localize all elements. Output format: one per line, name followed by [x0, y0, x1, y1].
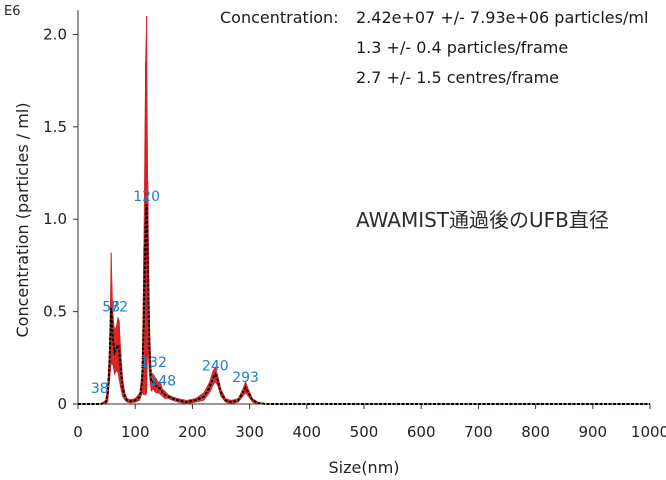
x-tick-label: 500 [350, 423, 379, 441]
data-series [78, 15, 650, 405]
mean-line [78, 204, 650, 405]
x-axis-title: Size(nm) [328, 458, 399, 477]
x-tick-label: 400 [292, 423, 321, 441]
y-tick-label: 1.5 [43, 118, 67, 136]
x-tick-label: 900 [578, 423, 607, 441]
error-band [78, 15, 650, 405]
x-tick-label: 800 [521, 423, 550, 441]
x-tick-label: 300 [235, 423, 264, 441]
peak-label: 38 [91, 381, 109, 397]
x-tick-label: 700 [464, 423, 493, 441]
peak-label: 58 [102, 300, 120, 316]
x-tick-label: 600 [407, 423, 436, 441]
x-tick-label: 100 [121, 423, 150, 441]
particles-per-frame: 1.3 +/- 0.4 particles/frame [356, 38, 569, 57]
concentration-label: Concentration: [220, 8, 339, 27]
y-tick-label: 0.5 [43, 303, 67, 321]
peak-label: 293 [232, 370, 259, 386]
y-exponent-label: E6 [4, 4, 21, 19]
x-tick-label: 1000 [631, 423, 666, 441]
x-tick-label: 200 [178, 423, 207, 441]
centres-per-frame: 2.7 +/- 1.5 centres/frame [356, 68, 560, 87]
sample-annotation: AWAMIST通過後のUFB直径 [356, 208, 609, 232]
y-tick-label: 2.0 [43, 25, 67, 43]
peak-label: 132 [140, 355, 167, 371]
y-axis-title: Concentration (particles / ml) [13, 102, 32, 337]
peak-label: 120 [133, 189, 160, 205]
peak-label: 240 [202, 359, 229, 375]
y-tick-label: 0 [57, 395, 67, 413]
axes: 0 100 200 300 400 500 600 700 800 900 1000 0 0.5 1.0 1… [13, 10, 666, 477]
peak-label: 148 [149, 374, 176, 390]
concentration-value: 2.42e+07 +/- 7.93e+06 particles/ml [356, 8, 649, 27]
y-tick-label: 1.0 [43, 210, 67, 228]
x-tick-label: 0 [73, 423, 83, 441]
peak-label: 72 [110, 300, 128, 316]
